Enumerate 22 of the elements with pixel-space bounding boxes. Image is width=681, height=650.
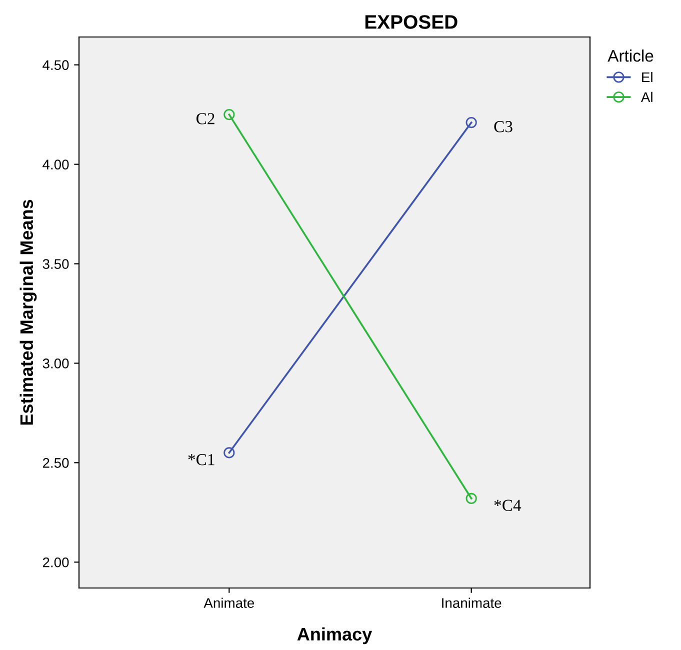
- point: [466, 116, 477, 128]
- y-tick-label: 2.00: [42, 557, 69, 568]
- chart-title: EXPOSED: [365, 15, 458, 29]
- point: [224, 447, 235, 458]
- x-tick-label: Animate: [204, 598, 254, 608]
- y-tick-label: 3.50: [42, 259, 69, 269]
- annotation: C3: [494, 121, 512, 132]
- legend-label: Al: [640, 92, 652, 102]
- x-tick-label: Inanimate: [442, 598, 502, 608]
- annotation: *C1: [188, 454, 214, 466]
- legend-title: Article: [608, 50, 654, 62]
- annotation: *C4: [494, 500, 522, 511]
- point: [224, 109, 235, 120]
- y-axis-title: Estimated Marginal Means: [20, 200, 37, 425]
- point: [466, 492, 477, 504]
- y-tick-label: 4.00: [42, 160, 69, 170]
- y-tick-label: 2.50: [42, 458, 69, 468]
- legend-label: El: [642, 72, 652, 82]
- x-axis-title: Animacy: [297, 627, 372, 644]
- y-tick-label: 4.50: [42, 60, 69, 70]
- y-tick-label: 3.00: [42, 358, 69, 368]
- annotation: C2: [196, 113, 214, 124]
